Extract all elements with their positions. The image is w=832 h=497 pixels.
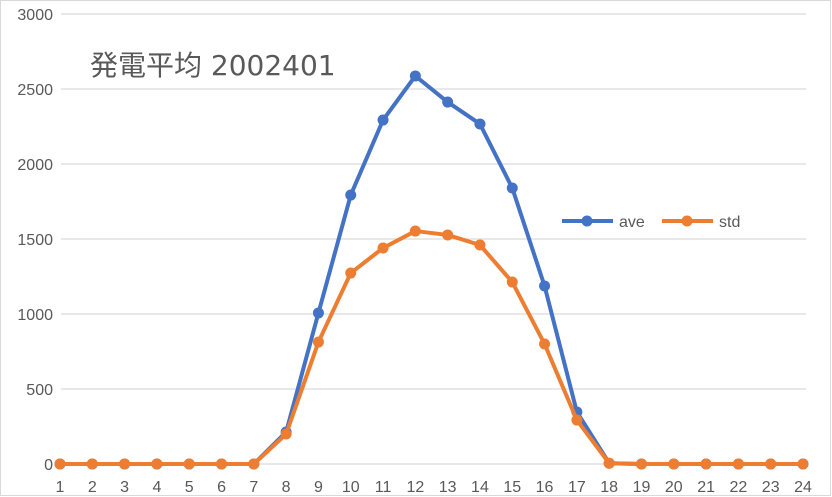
legend-marker-icon xyxy=(681,215,693,227)
x-tick-label: 12 xyxy=(406,479,424,496)
data-point-marker xyxy=(668,458,680,470)
x-tick-label: 24 xyxy=(794,479,812,496)
y-tick-label: 500 xyxy=(26,382,53,399)
data-point-marker xyxy=(409,225,421,237)
series-line xyxy=(60,229,803,466)
data-point-marker xyxy=(54,458,66,470)
legend-label: std xyxy=(719,214,740,231)
data-point-marker xyxy=(119,458,131,470)
data-point-marker xyxy=(442,96,454,108)
data-point-marker xyxy=(216,458,228,470)
x-tick-label: 16 xyxy=(536,479,554,496)
data-point-marker xyxy=(797,458,809,470)
y-tick-label: 2000 xyxy=(17,157,53,174)
data-point-marker xyxy=(280,428,292,440)
legend-marker-icon xyxy=(581,215,593,227)
x-tick-label: 7 xyxy=(249,479,258,496)
data-point-marker xyxy=(765,458,777,470)
series-std xyxy=(54,225,809,470)
y-axis-ticks: 0 500 1000 1500 2000 2500 3000 xyxy=(17,7,53,474)
x-tick-label: 1 xyxy=(56,479,65,496)
legend: ave std xyxy=(562,214,740,231)
data-point-marker xyxy=(732,458,744,470)
data-point-marker xyxy=(474,118,486,130)
data-point-marker xyxy=(86,458,98,470)
x-tick-label: 8 xyxy=(282,479,291,496)
x-tick-label: 18 xyxy=(600,479,618,496)
data-point-marker xyxy=(474,239,486,251)
legend-item-ave: ave xyxy=(562,214,645,231)
data-point-marker xyxy=(442,229,454,241)
y-tick-label: 1500 xyxy=(17,232,53,249)
x-tick-label: 20 xyxy=(665,479,683,496)
data-point-marker xyxy=(603,457,615,469)
series-ave xyxy=(54,70,809,470)
x-tick-label: 10 xyxy=(342,479,360,496)
data-point-marker xyxy=(312,336,324,348)
x-tick-label: 11 xyxy=(375,479,392,496)
y-tick-label: 2500 xyxy=(17,82,53,99)
data-point-marker xyxy=(700,458,712,470)
data-point-marker xyxy=(571,414,583,426)
x-tick-label: 6 xyxy=(217,479,226,496)
data-point-marker xyxy=(248,458,260,470)
x-tick-label: 17 xyxy=(568,479,586,496)
x-tick-label: 4 xyxy=(152,479,161,496)
x-tick-label: 22 xyxy=(729,479,747,496)
data-point-marker xyxy=(377,114,389,126)
series-line xyxy=(60,73,803,466)
x-tick-label: 21 xyxy=(697,479,715,496)
series-lines xyxy=(54,70,809,470)
x-tick-label: 3 xyxy=(120,479,129,496)
y-tick-label: 0 xyxy=(44,457,53,474)
chart-title: 発電平均 2002401 xyxy=(90,49,336,82)
x-tick-label: 5 xyxy=(185,479,194,496)
x-tick-label: 19 xyxy=(633,479,651,496)
data-point-marker xyxy=(345,267,357,279)
x-tick-label: 15 xyxy=(503,479,521,496)
legend-item-std: std xyxy=(662,214,740,231)
data-point-marker xyxy=(377,242,389,254)
data-point-marker xyxy=(345,189,357,201)
data-point-marker xyxy=(506,276,518,288)
x-tick-label: 14 xyxy=(471,479,489,496)
data-point-marker xyxy=(409,70,421,82)
y-tick-label: 3000 xyxy=(17,7,53,24)
legend-label: ave xyxy=(619,214,645,231)
x-tick-label: 23 xyxy=(762,479,780,496)
y-tick-label: 1000 xyxy=(17,307,53,324)
data-point-marker xyxy=(183,458,195,470)
data-point-marker xyxy=(506,182,518,194)
x-axis-ticks: 1 2 3 4 5 6 7 8 9 10 11 12 13 14 15 16 17 18 19 20 21 22 23 24 xyxy=(56,479,812,496)
x-tick-label: 9 xyxy=(314,479,323,496)
data-point-marker xyxy=(635,458,647,470)
data-point-marker xyxy=(312,307,324,319)
data-point-marker xyxy=(539,338,551,350)
x-tick-label: 13 xyxy=(439,479,457,496)
data-point-marker xyxy=(151,458,163,470)
x-tick-label: 2 xyxy=(88,479,97,496)
data-point-marker xyxy=(539,280,551,292)
